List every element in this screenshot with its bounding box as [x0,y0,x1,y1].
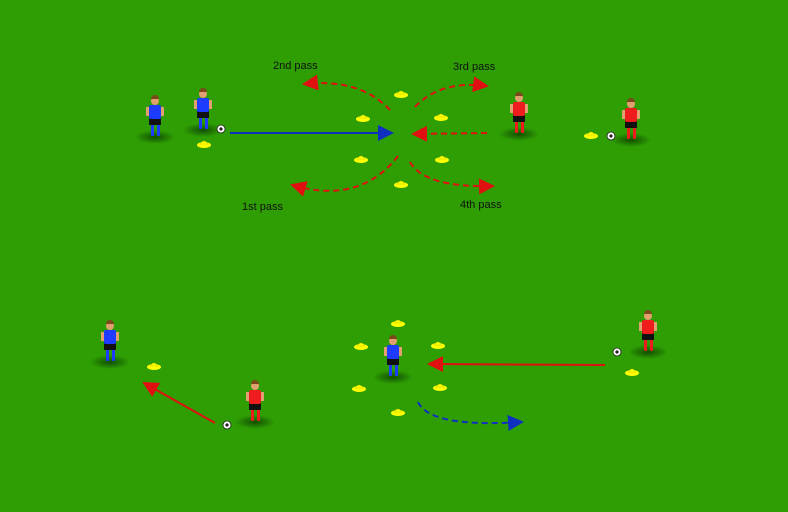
blue-player [135,95,175,144]
ball-icon [216,124,226,134]
pass-arrow-3rd [414,76,489,108]
cone-icon [351,384,367,393]
run-arrow [417,401,524,431]
red-player [611,98,651,147]
cone-icon [393,90,409,99]
label-3rd-pass: 3rd pass [453,61,496,73]
pass-arrow-2nd [302,74,391,111]
pass-arrow [427,356,606,373]
red-player [235,380,275,429]
cone-icon [432,383,448,392]
label-4th-pass: 4th pass [460,199,502,211]
red-player [499,92,539,141]
cone-icon [353,155,369,164]
cone-icon [430,341,446,350]
cone-icon [393,180,409,189]
cone-icon [624,368,640,377]
red-player [628,310,668,359]
blue-player [373,335,413,384]
ball-icon [612,347,622,357]
cone-icon [355,114,371,123]
cone-icon [434,155,450,164]
pass-arrow-4th [409,161,495,195]
cone-icon [390,319,406,328]
label-2nd-pass: 2nd pass [273,60,318,72]
ball-icon [222,420,232,430]
pass-arrow [411,125,488,142]
label-1st-pass: 1st pass [242,201,283,213]
cone-icon [433,113,449,122]
blue-player [90,320,130,369]
cone-icon [353,342,369,351]
cone-icon [146,362,162,371]
cone-icon [390,408,406,417]
cone-icon [196,140,212,149]
cone-icon [583,131,599,140]
pass-arrow-1st [290,155,399,197]
pass-arrow [142,382,216,424]
ball-icon [606,131,616,141]
